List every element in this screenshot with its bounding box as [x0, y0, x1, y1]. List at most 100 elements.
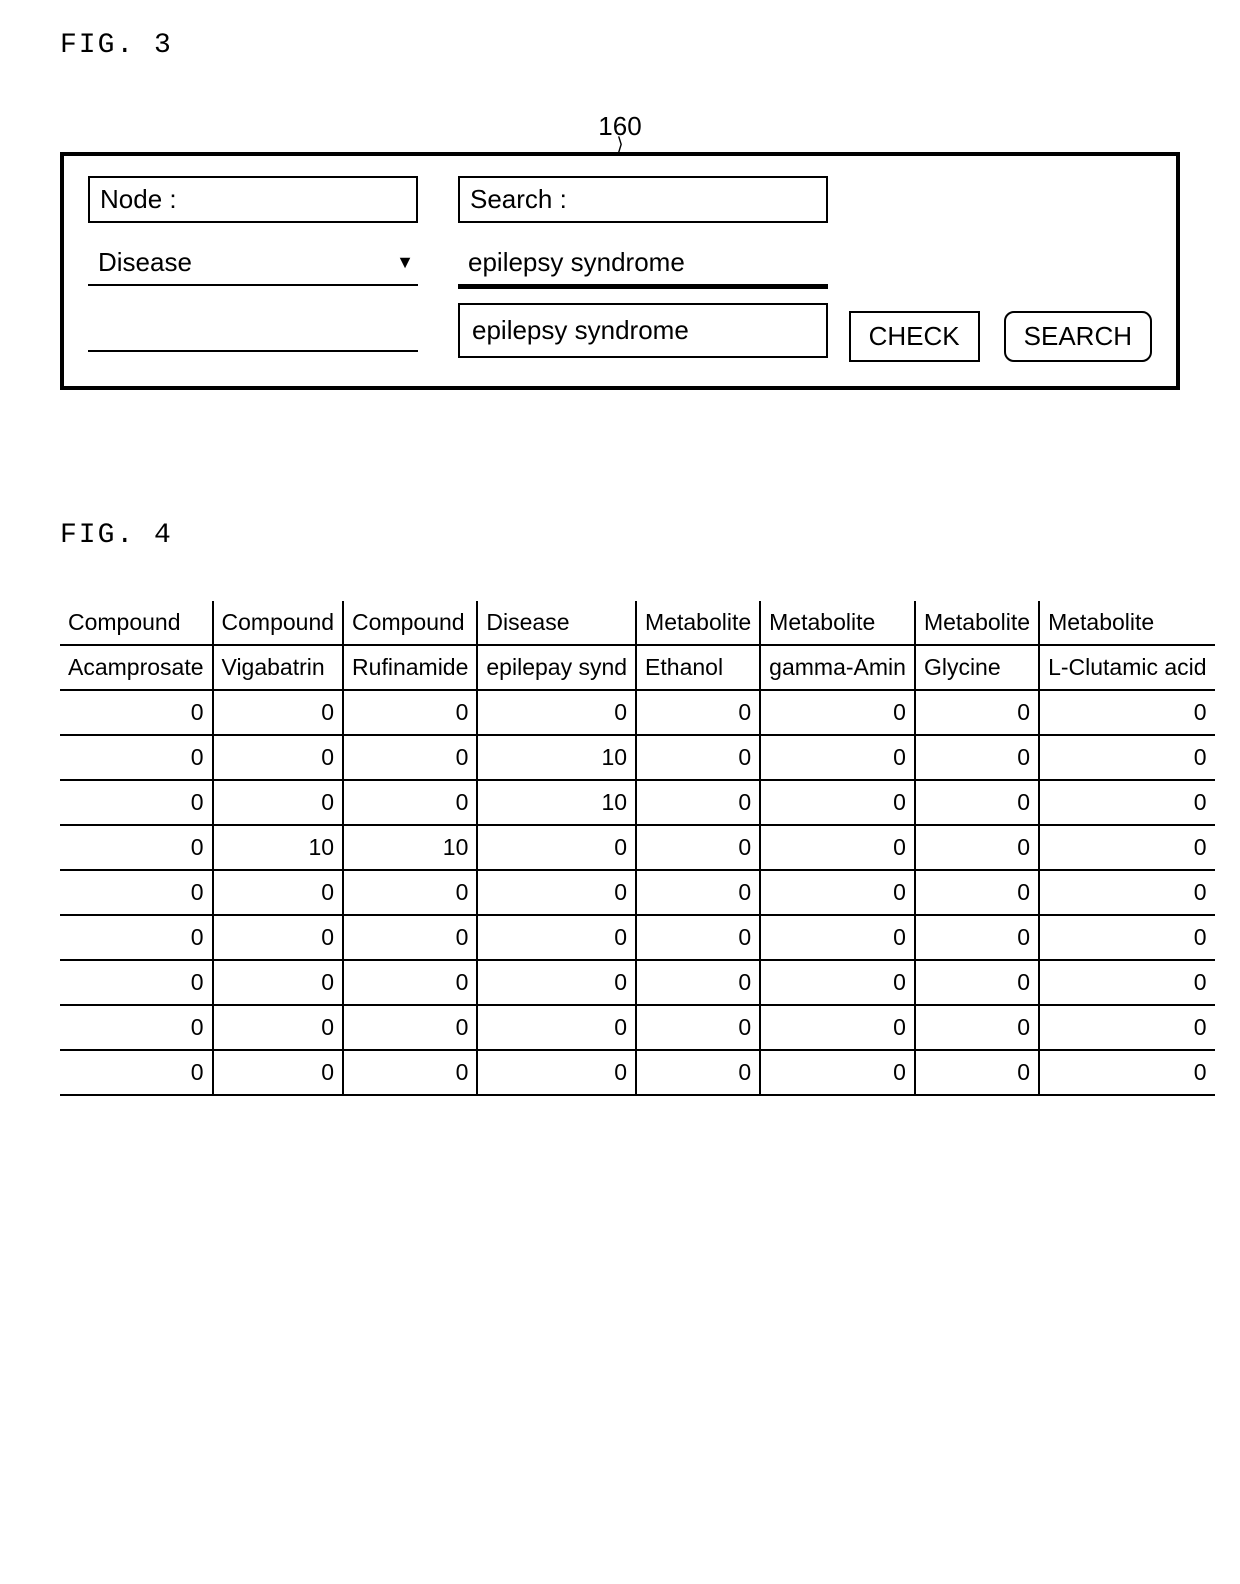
table-cell: 0: [1039, 915, 1215, 960]
table-cell: 0: [915, 780, 1039, 825]
table-cell: 0: [1039, 870, 1215, 915]
table-cell: 0: [477, 870, 636, 915]
table-row: 000100000: [60, 780, 1215, 825]
table-cell: 0: [213, 915, 344, 960]
table-row: 00000000: [60, 1005, 1215, 1050]
table-cell: 0: [343, 690, 477, 735]
table-cell: 0: [1039, 735, 1215, 780]
node-column: Node : Disease ▼: [88, 176, 418, 352]
table-cell: 0: [760, 735, 915, 780]
table-cell: 0: [477, 690, 636, 735]
table-header-cell: Compound: [213, 601, 344, 645]
table-cell: 0: [213, 1050, 344, 1095]
table-cell: 0: [760, 915, 915, 960]
table-row: 00000000: [60, 1050, 1215, 1095]
table-cell: 0: [1039, 1005, 1215, 1050]
table-cell: 10: [343, 825, 477, 870]
table-cell: 0: [477, 960, 636, 1005]
figure-4-label: FIG. 4: [60, 520, 1180, 551]
search-input[interactable]: epilepsy syndrome: [458, 241, 828, 289]
table-subheader-cell: Ethanol: [636, 645, 760, 690]
check-button[interactable]: CHECK: [849, 311, 980, 362]
table-cell: 0: [636, 870, 760, 915]
table-cell: 0: [60, 960, 213, 1005]
chevron-down-icon: ▼: [396, 252, 414, 273]
table-header-cell: Metabolite: [915, 601, 1039, 645]
search-column: Search : epilepsy syndrome epilepsy synd…: [458, 176, 828, 358]
table-cell: 0: [343, 735, 477, 780]
table-cell: 0: [343, 960, 477, 1005]
table-cell: 0: [915, 870, 1039, 915]
table-cell: 0: [477, 915, 636, 960]
table-cell: 10: [477, 780, 636, 825]
table-cell: 0: [60, 1050, 213, 1095]
table-cell: 0: [636, 690, 760, 735]
table-cell: 0: [760, 690, 915, 735]
table-row: 00000000: [60, 690, 1215, 735]
table-cell: 0: [60, 915, 213, 960]
table-cell: 0: [636, 960, 760, 1005]
table-cell: 0: [636, 825, 760, 870]
table-cell: 0: [477, 825, 636, 870]
table-cell: 0: [636, 780, 760, 825]
table-cell: 0: [213, 690, 344, 735]
table-cell: 0: [915, 735, 1039, 780]
table-cell: 0: [343, 1005, 477, 1050]
table-cell: 0: [636, 1005, 760, 1050]
table-subheader-cell: gamma-Amin: [760, 645, 915, 690]
search-panel: Node : Disease ▼ Search : epilepsy syndr…: [60, 152, 1180, 390]
table-header-cell: Metabolite: [760, 601, 915, 645]
table-cell: 0: [60, 870, 213, 915]
search-suggestion[interactable]: epilepsy syndrome: [458, 303, 828, 358]
table-cell: 0: [60, 735, 213, 780]
reference-tick: ⟩: [60, 140, 1180, 148]
table-subheader-cell: Acamprosate: [60, 645, 213, 690]
table-cell: 0: [636, 1050, 760, 1095]
table-cell: 0: [915, 1005, 1039, 1050]
table-cell: 0: [213, 780, 344, 825]
table-cell: 0: [1039, 825, 1215, 870]
table-row: 000100000: [60, 735, 1215, 780]
table-cell: 10: [213, 825, 344, 870]
table-cell: 0: [343, 870, 477, 915]
figure-3-label: FIG. 3: [60, 30, 1180, 61]
table-cell: 0: [213, 1005, 344, 1050]
table-cell: 0: [760, 870, 915, 915]
table-cell: 0: [477, 1050, 636, 1095]
table-cell: 0: [1039, 690, 1215, 735]
table-cell: 0: [915, 960, 1039, 1005]
table-cell: 0: [60, 780, 213, 825]
table-cell: 0: [1039, 960, 1215, 1005]
data-table: CompoundCompoundCompoundDiseaseMetabolit…: [60, 601, 1215, 1096]
table-cell: 0: [213, 870, 344, 915]
table-cell: 0: [343, 915, 477, 960]
table-subheader-cell: epilepay synd: [477, 645, 636, 690]
table-cell: 0: [213, 960, 344, 1005]
button-row: CHECK SEARCH: [849, 311, 1152, 362]
table-cell: 0: [636, 915, 760, 960]
search-button[interactable]: SEARCH: [1004, 311, 1152, 362]
table-cell: 0: [760, 1005, 915, 1050]
table-subheader-cell: L-Clutamic acid: [1039, 645, 1215, 690]
table-cell: 0: [915, 915, 1039, 960]
table-header-row-2: AcamprosateVigabatrinRufinamideepilepay …: [60, 645, 1215, 690]
table-body: 0000000000010000000010000001010000000000…: [60, 690, 1215, 1095]
table-cell: 0: [60, 1005, 213, 1050]
table-cell: 0: [915, 1050, 1039, 1095]
table-subheader-cell: Rufinamide: [343, 645, 477, 690]
table-cell: 0: [60, 690, 213, 735]
table-cell: 0: [915, 825, 1039, 870]
table-cell: 0: [760, 825, 915, 870]
table-header-cell: Compound: [343, 601, 477, 645]
table-cell: 0: [213, 735, 344, 780]
table-header-cell: Metabolite: [636, 601, 760, 645]
table-cell: 0: [760, 1050, 915, 1095]
table-row: 00000000: [60, 960, 1215, 1005]
table-cell: 0: [760, 780, 915, 825]
table-cell: 0: [636, 735, 760, 780]
table-cell: 0: [343, 780, 477, 825]
table-cell: 0: [1039, 1050, 1215, 1095]
table-cell: 0: [343, 1050, 477, 1095]
node-blank-input[interactable]: [88, 314, 418, 352]
node-select[interactable]: Disease ▼: [88, 241, 418, 286]
